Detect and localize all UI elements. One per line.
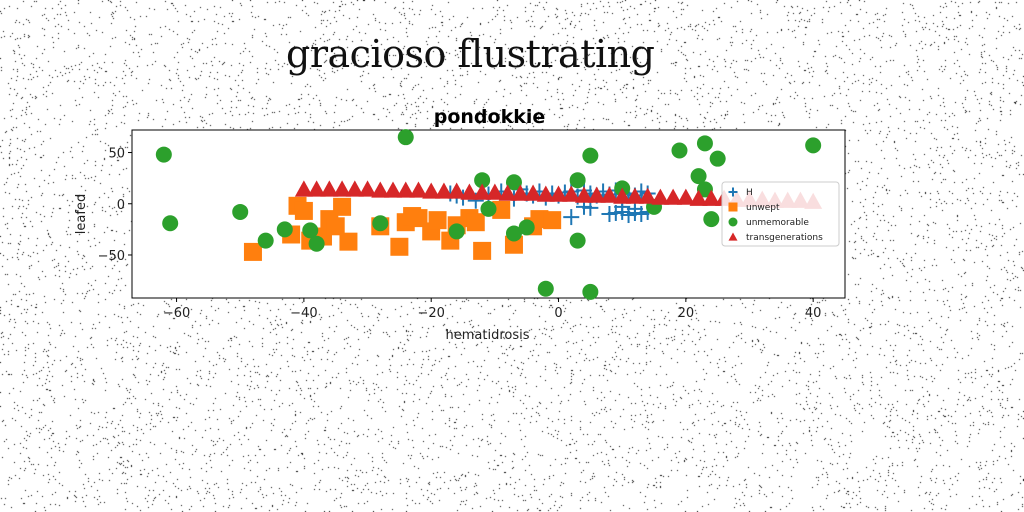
legend-marker — [729, 203, 738, 212]
chart-title: pondokkie — [434, 106, 546, 128]
data-point — [372, 215, 388, 231]
data-point — [333, 198, 351, 216]
data-point — [390, 238, 408, 256]
x-tick-label: −20 — [417, 306, 444, 321]
data-point — [697, 135, 713, 151]
x-tick-label: −40 — [290, 306, 317, 321]
y-axis-label: leafed — [74, 194, 89, 234]
x-tick-label: −60 — [163, 306, 190, 321]
y-tick-label: 0 — [117, 198, 125, 213]
data-point — [710, 151, 726, 167]
y-tick-label: 50 — [108, 147, 125, 162]
data-point — [258, 233, 274, 249]
data-point — [467, 213, 485, 231]
data-point — [519, 219, 535, 235]
legend-entry: unwept — [729, 203, 781, 214]
data-point — [805, 137, 821, 153]
data-point — [327, 217, 345, 235]
data-point — [570, 172, 586, 188]
data-point — [582, 284, 598, 300]
data-point — [543, 211, 561, 229]
data-point — [473, 242, 491, 260]
legend-label: unmemorable — [746, 218, 809, 228]
data-point — [295, 202, 313, 220]
data-point — [538, 281, 554, 297]
x-axis-ticks: −60 −40 −20 0 20 40 — [163, 298, 822, 321]
x-axis-label: hematidrosis — [446, 328, 530, 343]
data-point — [309, 236, 325, 252]
data-point — [398, 129, 414, 145]
data-point — [703, 211, 719, 227]
data-point — [429, 211, 447, 229]
x-tick-label: 20 — [678, 306, 695, 321]
y-tick-label: −50 — [98, 249, 125, 264]
x-tick-label: 40 — [805, 306, 822, 321]
data-point — [481, 201, 497, 217]
x-tick-label: 0 — [554, 306, 562, 321]
legend-label: H — [746, 188, 753, 198]
data-point — [156, 147, 172, 163]
data-point — [162, 215, 178, 231]
data-point — [570, 233, 586, 249]
data-point — [244, 243, 262, 261]
legend-marker — [729, 218, 738, 227]
data-point — [277, 221, 293, 237]
data-point — [339, 233, 357, 251]
data-point — [232, 204, 248, 220]
legend-label: unwept — [746, 203, 780, 213]
data-point — [671, 142, 687, 158]
y-axis-ticks: 50 0 −50 — [98, 147, 132, 264]
data-point — [582, 148, 598, 164]
data-point — [449, 223, 465, 239]
legend-label: transgenerations — [746, 233, 823, 243]
